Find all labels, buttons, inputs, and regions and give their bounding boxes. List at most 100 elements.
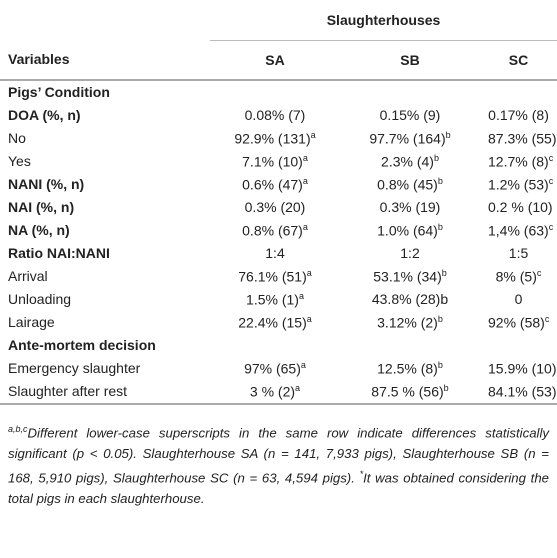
cell: 0.08% (7) <box>210 104 340 127</box>
cell-value: 3 % (2) <box>249 383 296 400</box>
cell: 84.1% (53)b <box>480 380 557 404</box>
row: Emergency slaughter 97% (65)a 12.5% (8)b 15… <box>0 357 557 380</box>
cell-value: 0.08% (7) <box>244 107 306 123</box>
cell-value: 15.9% (10) <box>488 360 557 377</box>
cell-value: 8% (5) <box>495 268 537 285</box>
cell-superscript: b <box>433 152 439 163</box>
cell: 92% (58)c <box>480 311 557 334</box>
cell-superscript: c <box>544 313 550 324</box>
row-label: Slaughter after rest <box>8 383 128 399</box>
row: NAI (%, n) 0.3% (20) 0.3% (19) 0.2 % (10) <box>0 196 557 219</box>
row-label: NA (%, n) <box>8 222 70 238</box>
cell-value: 0.3% (20) <box>244 199 306 215</box>
cell-superscript: a <box>306 267 312 278</box>
row: Ante-mortem decision <box>0 334 557 357</box>
cell-value: 1.0% (64) <box>377 222 438 239</box>
cell-superscript: a <box>295 382 301 393</box>
cell: 8% (5)c <box>480 265 557 288</box>
cell: 1:4 <box>210 242 340 265</box>
cell: 0.2 % (10) <box>480 196 557 219</box>
cell-value: 7.1% (10) <box>242 153 303 170</box>
row: Ratio NAI:NANI 1:4 1:2 1:5 <box>0 242 557 265</box>
cell-value: 84.1% (53) <box>488 383 557 400</box>
cell-value: 87.3% (55) <box>488 130 557 147</box>
cell-superscript: b <box>437 175 443 186</box>
cell: 0.3% (19) <box>340 196 480 219</box>
column-header: SB <box>400 51 420 68</box>
cell-superscript: c <box>548 221 554 232</box>
cell-value: 97.7% (164) <box>369 130 446 147</box>
cell-superscript: b <box>437 359 443 370</box>
cell: 0.8% (45)b <box>340 173 480 196</box>
cell: 87.5 % (56)b <box>340 380 480 404</box>
footnote-sup: a,b,c <box>8 423 28 434</box>
row: DOA (%, n) 0.08% (7) 0.15% (9) 0.17% (8) <box>0 104 557 127</box>
row-label: NAI (%, n) <box>8 199 75 215</box>
cell: 1:2 <box>340 242 480 265</box>
cell-value: 1,4% (63) <box>488 222 549 239</box>
row-label: Yes <box>8 153 31 169</box>
cell-superscript: a <box>302 221 308 232</box>
cell: 0.8% (67)a <box>210 219 340 242</box>
row-label: Lairage <box>8 314 55 330</box>
cell-superscript: a <box>302 175 308 186</box>
row: NANI (%, n) 0.6% (47)a 0.8% (45)b 1.2% (53)… <box>0 173 557 196</box>
cell-value: 76.1% (51) <box>238 268 307 285</box>
cell: 97% (65)a <box>210 357 340 380</box>
row-label: No <box>8 130 26 146</box>
cell-value: 1:4 <box>265 245 285 261</box>
cell-value: 0.2 % (10) <box>488 199 553 215</box>
data-table: Slaughterhouses Variables SA SB SC Pigs’… <box>0 0 557 404</box>
cell: 43.8% (28)b <box>340 288 480 311</box>
cell-superscript: b <box>445 129 451 140</box>
blank <box>0 0 210 40</box>
cell-superscript: b <box>437 221 443 232</box>
cell: 0.17% (8) <box>480 104 557 127</box>
cell: 76.1% (51)a <box>210 265 340 288</box>
cell: 1.2% (53)c <box>480 173 557 196</box>
cell-value: 0.3% (19) <box>379 199 441 215</box>
cell-value: 92.9% (131) <box>234 130 311 147</box>
cell-superscript: b <box>437 313 443 324</box>
cell: 12.5% (8)b <box>340 357 480 380</box>
cell-superscript: b <box>441 267 447 278</box>
cell: 1:5 <box>480 242 557 265</box>
row: NA (%, n) 0.8% (67)a 1.0% (64)b 1,4% (63)c <box>0 219 557 242</box>
row: Lairage 22.4% (15)a 3.12% (2)b 92% (58)c <box>0 311 557 334</box>
row-label: Ante-mortem decision <box>8 337 156 353</box>
group-header: Slaughterhouses <box>210 0 557 41</box>
row: Arrival 76.1% (51)a 53.1% (34)b 8% (5)c <box>0 265 557 288</box>
row: Pigs’ Condition <box>0 80 557 104</box>
cell: 12.7% (8)c <box>480 150 557 173</box>
cell-value: 1.2% (53) <box>488 176 549 193</box>
cell: 15.9% (10)b <box>480 357 557 380</box>
cell-superscript: b <box>443 382 449 393</box>
cell-value: 0.8% (45) <box>377 176 438 193</box>
cell-superscript: a <box>300 359 306 370</box>
row: Unloading 1.5% (1)a 43.8% (28)b 0 <box>0 288 557 311</box>
row-label: Arrival <box>8 268 48 284</box>
table-body: Pigs’ Condition DOA (%, n) 0.08% (7) 0.15% … <box>0 80 557 404</box>
cell-value: 2.3% (4) <box>381 153 434 170</box>
cell: 2.3% (4)b <box>340 150 480 173</box>
cell-value: 1.5% (1) <box>246 291 299 308</box>
cell-value: 0.6% (47) <box>242 176 303 193</box>
cell-value: 0.15% (9) <box>379 107 441 123</box>
cell-value: 0 <box>514 291 523 307</box>
cell-value: 53.1% (34) <box>373 268 442 285</box>
cell: 0.15% (9) <box>340 104 480 127</box>
cell-superscript: c <box>536 267 542 278</box>
footnote-text: Different lower-case superscripts in the… <box>8 424 549 486</box>
cell: 1.0% (64)b <box>340 219 480 242</box>
cell: 97.7% (164)b <box>340 127 480 150</box>
cell-value: 87.5 % (56) <box>371 383 444 400</box>
cell: 22.4% (15)a <box>210 311 340 334</box>
cell-value: 22.4% (15) <box>238 314 307 331</box>
row-label: Ratio NAI:NANI <box>8 245 110 261</box>
cell-superscript: a <box>306 313 312 324</box>
footnote-text: It was obtained considering the total pi… <box>8 470 550 507</box>
cell: 7.1% (10)a <box>210 150 340 173</box>
cell: 3 % (2)a <box>210 380 340 404</box>
